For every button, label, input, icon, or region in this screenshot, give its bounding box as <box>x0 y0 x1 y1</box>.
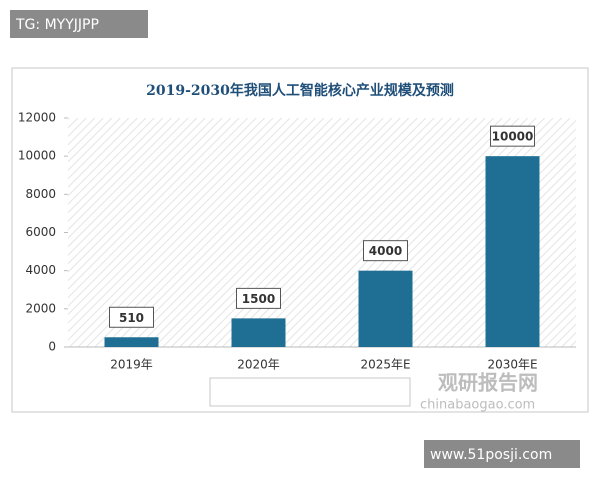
watermark-url: chinabaogao.com <box>420 398 535 413</box>
watermark-box <box>10 10 148 38</box>
watermark-text: www.51posji.com <box>430 447 552 463</box>
bar <box>231 318 286 347</box>
bar <box>485 156 540 347</box>
data-label: 510 <box>119 311 144 325</box>
x-tick-label: 2025年E <box>360 358 410 372</box>
data-label-box <box>490 125 535 147</box>
watermark-box <box>424 440 580 468</box>
data-label-box <box>109 306 154 328</box>
watermark-text: TG: MYYJJPP <box>15 17 99 33</box>
data-label: 10000 <box>492 130 534 144</box>
y-tick-label: 12000 <box>18 111 56 125</box>
data-label: 4000 <box>369 244 402 258</box>
data-label-box <box>363 240 408 262</box>
y-tick-label: 0 <box>48 340 56 354</box>
chart-title: 2019-2030年我国人工智能核心产业规模及预测 <box>146 82 454 99</box>
bar <box>358 270 413 347</box>
data-label: 1500 <box>242 292 275 306</box>
watermark-logo: 观研报告网 <box>438 371 538 395</box>
y-tick-label: 8000 <box>25 187 56 201</box>
y-tick-label: 4000 <box>25 263 56 277</box>
data-label-box <box>236 287 281 309</box>
x-tick-label: 2019年 <box>110 358 153 372</box>
x-tick-label: 2020年 <box>237 358 280 372</box>
bar <box>104 337 159 347</box>
legend <box>209 377 411 407</box>
y-tick-label: 2000 <box>25 301 56 315</box>
x-tick-label: 2030年E <box>487 358 537 372</box>
y-tick-label: 6000 <box>25 225 56 239</box>
y-tick-label: 10000 <box>18 149 56 163</box>
